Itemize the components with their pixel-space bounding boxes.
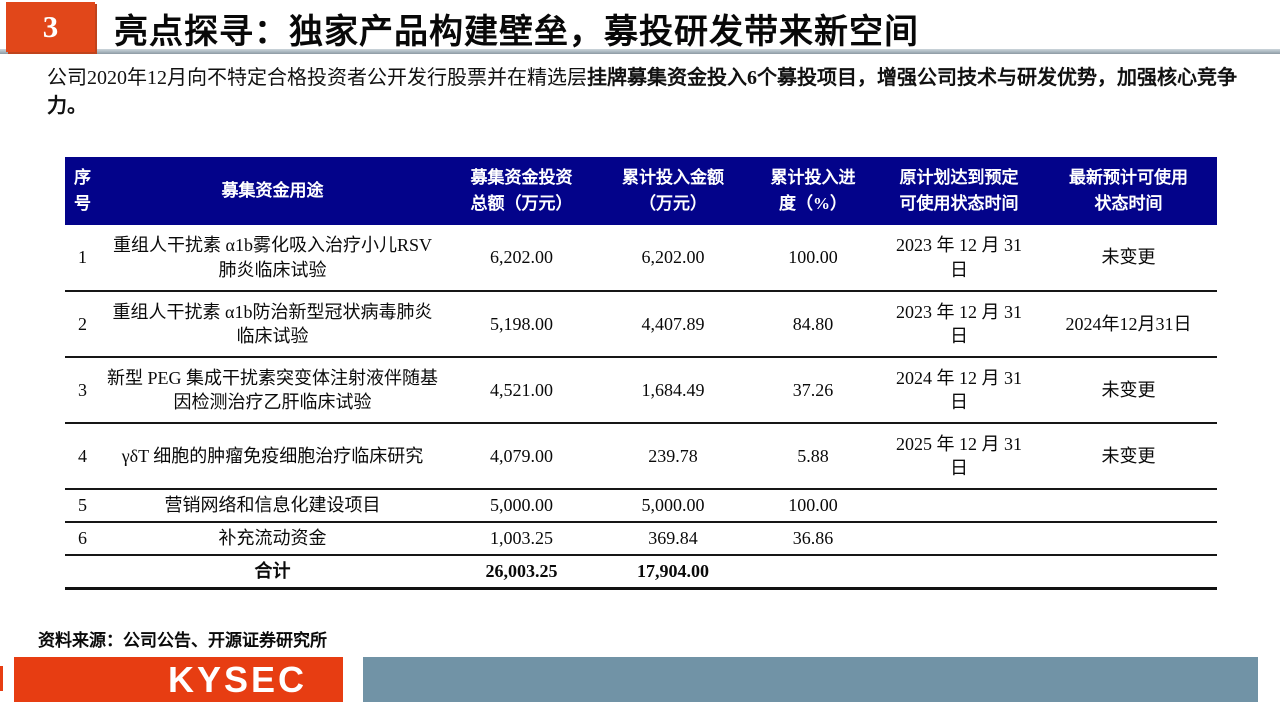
cell-planned-date [878,489,1040,523]
table-row: 3 新型 PEG 集成干扰素突变体注射液伴随基因检测治疗乙肝临床试验 4,521… [65,357,1217,424]
header-cell-no: 序 号 [65,157,100,225]
cell-latest-date [1040,489,1217,523]
cell-purpose: 补充流动资金 [100,522,445,556]
section-number-badge: 3 [6,2,95,52]
cell-invested-sum: 17,904.00 [598,555,748,590]
cell-progress: 36.86 [748,522,878,556]
cell-planned-date: 2023 年 12 月 31 日 [878,225,1040,292]
section-number: 3 [42,9,59,44]
cell-total: 4,079.00 [445,423,598,490]
header-divider [0,49,1280,54]
cell-total: 4,521.00 [445,357,598,424]
cell-total: 5,000.00 [445,489,598,523]
cell-planned-date: 2024 年 12 月 31 日 [878,357,1040,424]
table-row: 1 重组人干扰素 α1b雾化吸入治疗小儿RSV 肺炎临床试验 6,202.00 … [65,225,1217,292]
page-title: 亮点探寻：独家产品构建壁垒，募投研发带来新空间 [114,14,919,51]
header-cell-purpose: 募集资金用途 [100,157,445,225]
cell-total: 5,198.00 [445,291,598,358]
cell-progress [748,555,878,590]
footer-bar [363,657,1258,702]
intro-paragraph: 公司2020年12月向不特定合格投资者公开发行股票并在精选层挂牌募集资金投入6个… [47,64,1243,120]
intro-text-bold: 挂牌募集资金投入6个募投项目，增强公司技术与研发优势，加强核心竞争力。 [47,67,1237,117]
cell-purpose: 重组人干扰素 α1b防治新型冠状病毒肺炎临床试验 [100,291,445,358]
header-cell-total: 募集资金投资 总额（万元） [445,157,598,225]
cell-progress: 100.00 [748,489,878,523]
cell-total: 1,003.25 [445,522,598,556]
cell-latest-date: 未变更 [1040,423,1217,490]
table-total-row: 合计 26,003.25 17,904.00 [65,555,1217,590]
cell-no: 3 [65,357,100,424]
cell-latest-date: 未变更 [1040,225,1217,292]
table-row: 5 营销网络和信息化建设项目 5,000.00 5,000.00 100.00 [65,489,1217,523]
cell-no: 5 [65,489,100,523]
intro-text-normal: 公司2020年12月向不特定合格投资者公开发行股票并在精选层 [47,67,587,89]
cell-total-label: 合计 [100,555,445,590]
cell-planned-date: 2023 年 12 月 31 日 [878,291,1040,358]
cell-no: 2 [65,291,100,358]
cell-invested: 6,202.00 [598,225,748,292]
cell-latest-date: 2024年12月31日 [1040,291,1217,358]
kysec-logo-text: KYSEC [167,659,307,700]
source-note: 资料来源：公司公告、开源证券研究所 [38,631,327,650]
cell-purpose: 营销网络和信息化建设项目 [100,489,445,523]
table-header-row: 序 号 募集资金用途 募集资金投资 总额（万元） 累计投入金额 （万元） 累计投… [65,157,1217,225]
cell-planned-date: 2025 年 12 月 31 日 [878,423,1040,490]
cell-purpose: γδT 细胞的肿瘤免疫细胞治疗临床研究 [100,423,445,490]
cell-progress: 84.80 [748,291,878,358]
cell-latest-date: 未变更 [1040,357,1217,424]
cell-no [65,555,100,590]
table-row: 6 补充流动资金 1,003.25 369.84 36.86 [65,522,1217,556]
cell-planned-date [878,522,1040,556]
cell-progress: 5.88 [748,423,878,490]
table-row: 4 γδT 细胞的肿瘤免疫细胞治疗临床研究 4,079.00 239.78 5.… [65,423,1217,490]
cell-planned-date [878,555,1040,590]
cell-total-sum: 26,003.25 [445,555,598,590]
footer-edge-mark [0,666,3,691]
cell-latest-date [1040,522,1217,556]
cell-invested: 369.84 [598,522,748,556]
header-cell-invested: 累计投入金额 （万元） [598,157,748,225]
cell-progress: 100.00 [748,225,878,292]
cell-invested: 1,684.49 [598,357,748,424]
header-cell-latest-date: 最新预计可使用 状态时间 [1040,157,1217,225]
cell-no: 6 [65,522,100,556]
header-cell-progress: 累计投入进 度（%） [748,157,878,225]
cell-invested: 5,000.00 [598,489,748,523]
cell-invested: 239.78 [598,423,748,490]
cell-invested: 4,407.89 [598,291,748,358]
kysec-logo: KYSEC [14,657,343,702]
cell-no: 1 [65,225,100,292]
cell-purpose: 新型 PEG 集成干扰素突变体注射液伴随基因检测治疗乙肝临床试验 [100,357,445,424]
cell-latest-date [1040,555,1217,590]
cell-no: 4 [65,423,100,490]
header-cell-planned-date: 原计划达到预定 可使用状态时间 [878,157,1040,225]
fundraising-table: 序 号 募集资金用途 募集资金投资 总额（万元） 累计投入金额 （万元） 累计投… [65,157,1217,590]
cell-progress: 37.26 [748,357,878,424]
cell-purpose: 重组人干扰素 α1b雾化吸入治疗小儿RSV 肺炎临床试验 [100,225,445,292]
cell-total: 6,202.00 [445,225,598,292]
table-row: 2 重组人干扰素 α1b防治新型冠状病毒肺炎临床试验 5,198.00 4,40… [65,291,1217,358]
